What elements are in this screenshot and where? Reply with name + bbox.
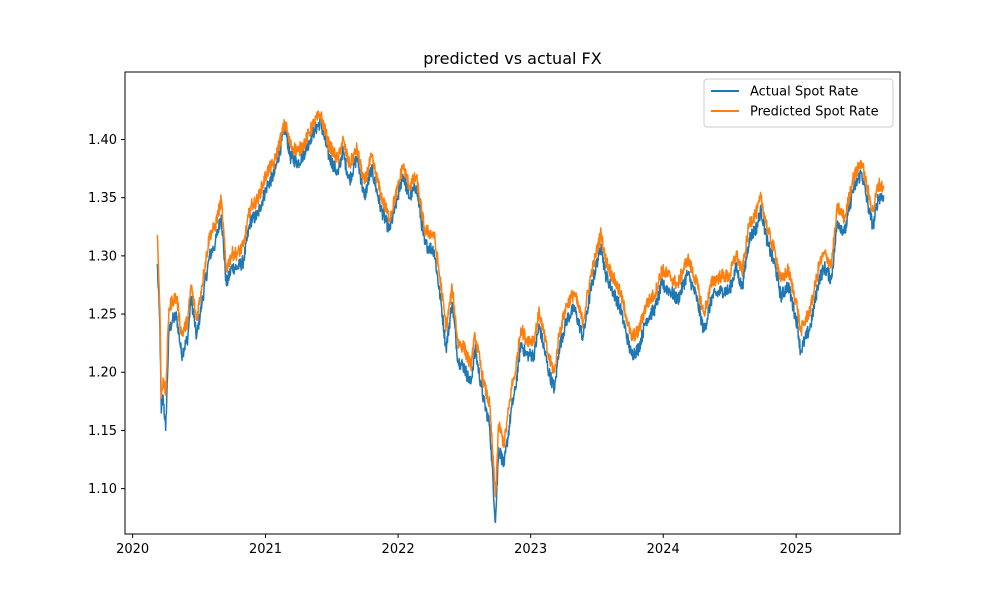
x-tick-label: 2020 [116,542,149,557]
series-line-actual [156,116,885,524]
plot-area [124,71,901,535]
x-tick-label: 2021 [249,542,282,557]
y-axis: 1.10 1.15 1.20 1.25 1.30 1.35 1.40 [88,133,125,497]
chart-title: predicted vs actual FX [423,49,601,68]
y-tick-label: 1.25 [88,308,117,323]
x-tick-label: 2025 [780,542,813,557]
y-tick-label: 1.15 [88,424,117,439]
y-tick-label: 1.30 [88,249,117,264]
legend: Actual Spot Rate Predicted Spot Rate [703,78,894,128]
y-tick-label: 1.40 [88,133,117,148]
series-layer [156,110,885,524]
series-line-predicted [156,110,885,498]
axes-frame [124,71,901,535]
y-tick-label: 1.35 [88,191,117,206]
x-tick-label: 2024 [647,542,680,557]
x-axis: 2020 2021 2022 2023 2024 2025 [116,534,813,557]
legend-box [703,78,894,128]
x-tick-label: 2023 [514,542,547,557]
legend-label-predicted: Predicted Spot Rate [750,105,879,120]
y-tick-label: 1.10 [88,482,117,497]
y-tick-label: 1.20 [88,366,117,381]
x-tick-label: 2022 [382,542,415,557]
legend-label-actual: Actual Spot Rate [750,85,858,100]
